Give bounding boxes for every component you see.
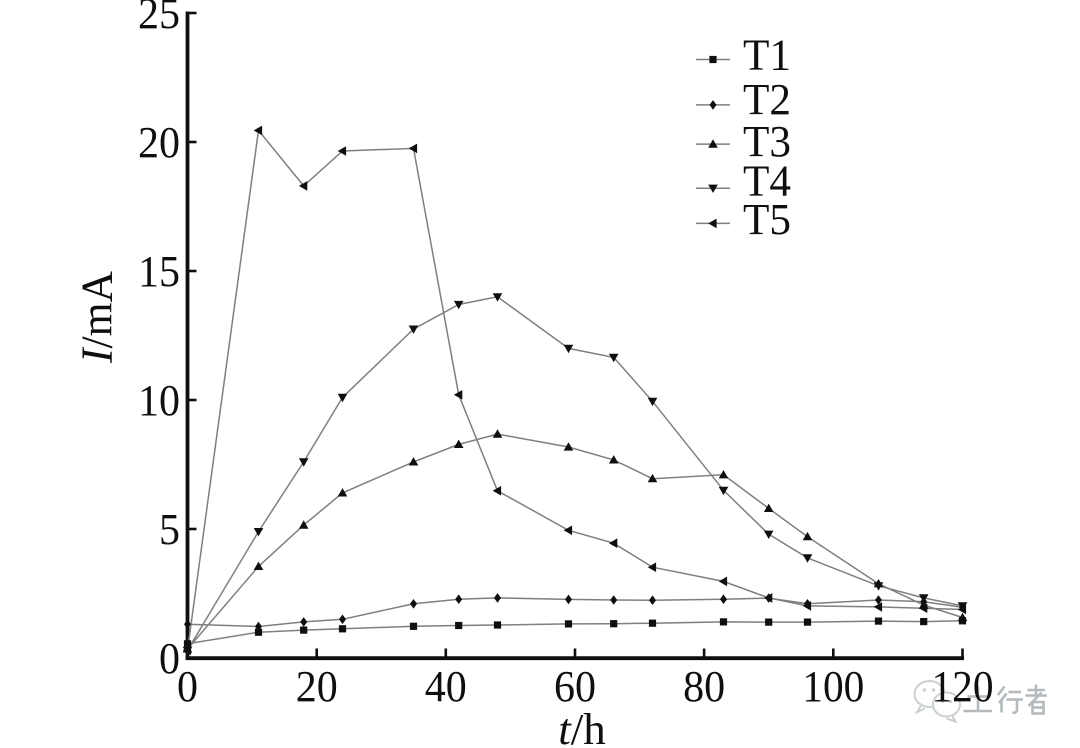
svg-text:60: 60: [554, 662, 596, 711]
svg-text:10: 10: [138, 376, 180, 425]
svg-text:5: 5: [159, 505, 180, 554]
svg-text:I/mA: I/mA: [73, 271, 122, 364]
svg-text:20: 20: [138, 118, 180, 167]
svg-text:T3: T3: [743, 117, 791, 166]
svg-text:0: 0: [177, 662, 198, 711]
svg-text:20: 20: [296, 662, 338, 711]
svg-text:100: 100: [802, 662, 864, 711]
svg-text:T5: T5: [743, 195, 791, 244]
svg-text:40: 40: [425, 662, 467, 711]
svg-text:0: 0: [159, 634, 180, 683]
svg-text:T2: T2: [743, 75, 791, 124]
svg-text:t/h: t/h: [558, 705, 606, 748]
svg-text:T1: T1: [743, 31, 791, 80]
svg-text:120: 120: [932, 662, 994, 711]
svg-text:15: 15: [138, 247, 180, 296]
svg-text:T4: T4: [743, 157, 791, 206]
svg-text:25: 25: [138, 0, 180, 38]
svg-text:80: 80: [683, 662, 725, 711]
